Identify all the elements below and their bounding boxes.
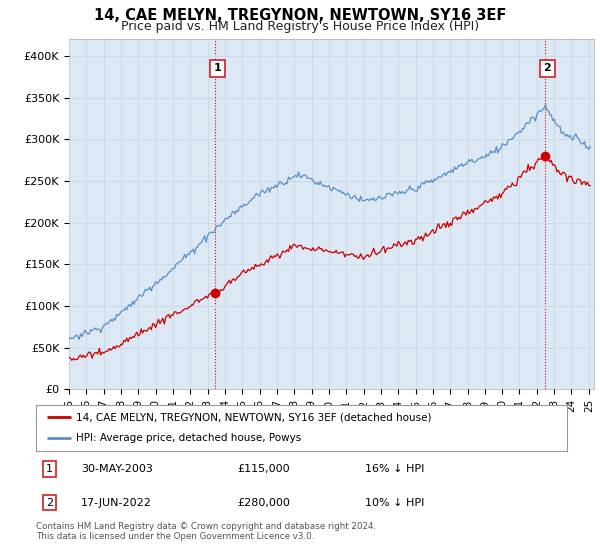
Text: £115,000: £115,000 bbox=[238, 464, 290, 474]
Text: 2: 2 bbox=[46, 497, 53, 507]
Text: 14, CAE MELYN, TREGYNON, NEWTOWN, SY16 3EF (detached house): 14, CAE MELYN, TREGYNON, NEWTOWN, SY16 3… bbox=[76, 412, 431, 422]
Text: 30-MAY-2003: 30-MAY-2003 bbox=[81, 464, 153, 474]
Text: 14, CAE MELYN, TREGYNON, NEWTOWN, SY16 3EF: 14, CAE MELYN, TREGYNON, NEWTOWN, SY16 3… bbox=[94, 8, 506, 24]
Text: Contains HM Land Registry data © Crown copyright and database right 2024.
This d: Contains HM Land Registry data © Crown c… bbox=[36, 522, 376, 542]
Text: 10% ↓ HPI: 10% ↓ HPI bbox=[365, 497, 425, 507]
Text: 17-JUN-2022: 17-JUN-2022 bbox=[81, 497, 152, 507]
Text: 2: 2 bbox=[544, 63, 551, 73]
Text: 1: 1 bbox=[46, 464, 53, 474]
Text: Price paid vs. HM Land Registry's House Price Index (HPI): Price paid vs. HM Land Registry's House … bbox=[121, 20, 479, 33]
Text: £280,000: £280,000 bbox=[238, 497, 290, 507]
Text: 1: 1 bbox=[214, 63, 221, 73]
Text: HPI: Average price, detached house, Powys: HPI: Average price, detached house, Powy… bbox=[76, 433, 301, 444]
Text: 16% ↓ HPI: 16% ↓ HPI bbox=[365, 464, 425, 474]
